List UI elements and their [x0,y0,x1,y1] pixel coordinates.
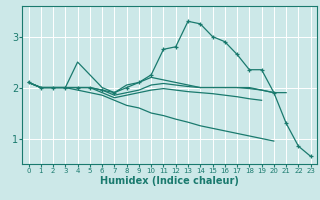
X-axis label: Humidex (Indice chaleur): Humidex (Indice chaleur) [100,176,239,186]
